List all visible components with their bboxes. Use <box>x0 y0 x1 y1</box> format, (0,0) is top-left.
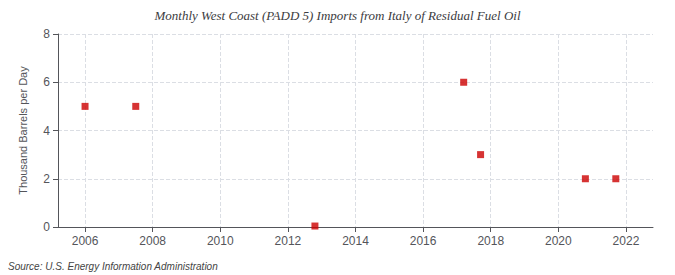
svg-text:2020: 2020 <box>545 234 572 248</box>
svg-text:2014: 2014 <box>342 234 369 248</box>
svg-text:2006: 2006 <box>72 234 99 248</box>
svg-text:0: 0 <box>43 220 50 234</box>
svg-text:2016: 2016 <box>410 234 437 248</box>
svg-text:2022: 2022 <box>613 234 640 248</box>
svg-text:Thousand Barrels per Day: Thousand Barrels per Day <box>17 66 29 195</box>
svg-text:8: 8 <box>43 27 50 41</box>
svg-text:2: 2 <box>43 172 50 186</box>
svg-text:Monthly West Coast (PADD 5) Im: Monthly West Coast (PADD 5) Imports from… <box>153 8 520 23</box>
svg-text:6: 6 <box>43 75 50 89</box>
svg-text:2012: 2012 <box>275 234 302 248</box>
svg-text:2008: 2008 <box>139 234 166 248</box>
svg-text:2010: 2010 <box>207 234 234 248</box>
svg-text:2018: 2018 <box>477 234 504 248</box>
svg-text:4: 4 <box>43 124 50 138</box>
svg-text:Source: U.S. Energy Informatio: Source: U.S. Energy Information Administ… <box>8 261 218 272</box>
